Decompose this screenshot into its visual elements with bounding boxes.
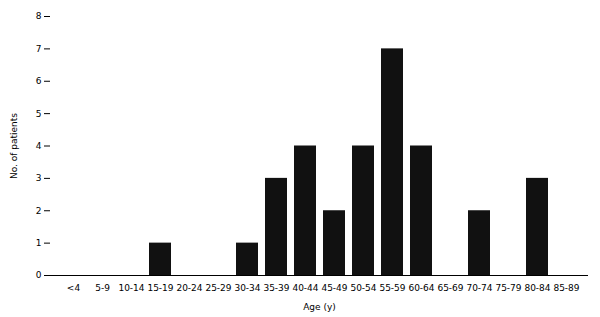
svg-text:3: 3 bbox=[36, 173, 42, 183]
svg-text:65-69: 65-69 bbox=[437, 283, 463, 293]
svg-text:45-49: 45-49 bbox=[321, 283, 347, 293]
svg-text:6: 6 bbox=[36, 76, 42, 86]
svg-text:10-14: 10-14 bbox=[118, 283, 144, 293]
svg-text:8: 8 bbox=[36, 11, 42, 21]
svg-text:70-74: 70-74 bbox=[466, 283, 492, 293]
svg-text:35-39: 35-39 bbox=[263, 283, 289, 293]
svg-text:55-59: 55-59 bbox=[379, 283, 405, 293]
svg-text:1: 1 bbox=[36, 238, 42, 248]
svg-text:15-19: 15-19 bbox=[147, 283, 173, 293]
svg-text:7: 7 bbox=[36, 44, 42, 54]
svg-text:75-79: 75-79 bbox=[495, 283, 521, 293]
svg-text:60-64: 60-64 bbox=[408, 283, 434, 293]
svg-text:20-24: 20-24 bbox=[176, 283, 202, 293]
svg-text:4: 4 bbox=[36, 141, 42, 151]
svg-text:2: 2 bbox=[36, 206, 42, 216]
svg-text:50-54: 50-54 bbox=[350, 283, 376, 293]
svg-text:40-44: 40-44 bbox=[292, 283, 318, 293]
svg-text:80-84: 80-84 bbox=[524, 283, 550, 293]
svg-text:85-89: 85-89 bbox=[553, 283, 579, 293]
svg-text:5: 5 bbox=[36, 109, 42, 119]
svg-text:Age (y): Age (y) bbox=[303, 302, 336, 312]
svg-text:<4: <4 bbox=[67, 283, 81, 293]
svg-text:25-29: 25-29 bbox=[205, 283, 231, 293]
svg-text:5-9: 5-9 bbox=[95, 283, 110, 293]
svg-text:0: 0 bbox=[36, 270, 42, 280]
svg-text:30-34: 30-34 bbox=[234, 283, 260, 293]
svg-text:No. of patients: No. of patients bbox=[9, 113, 19, 179]
